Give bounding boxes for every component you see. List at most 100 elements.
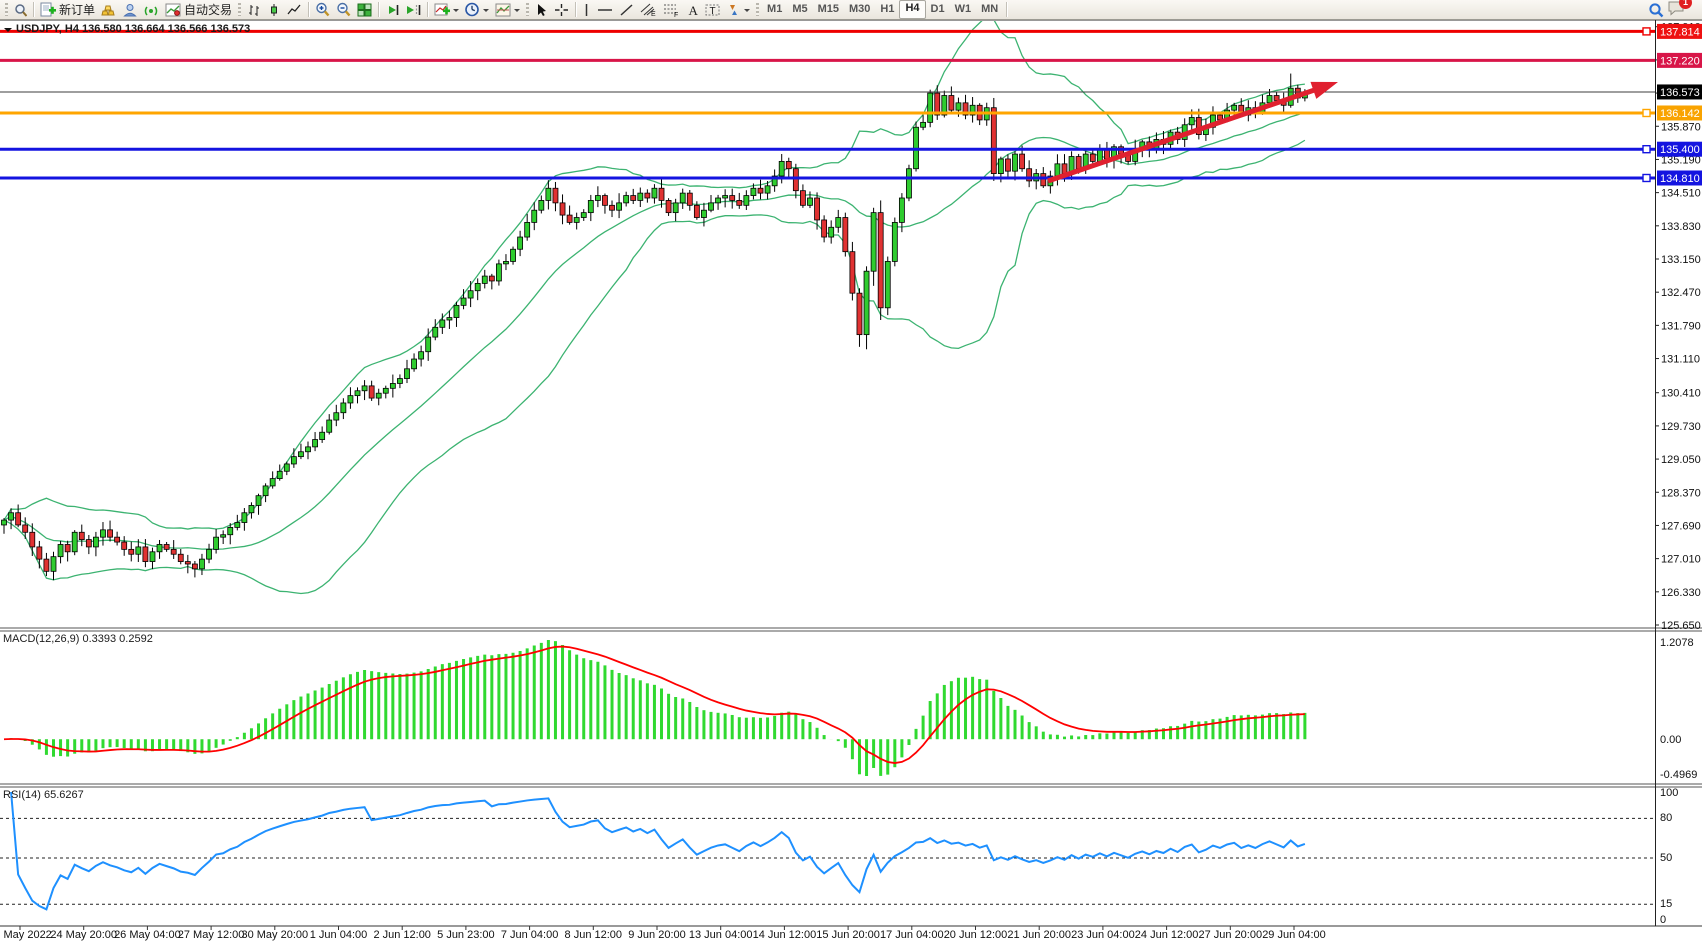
svg-text:132.470: 132.470 [1661,287,1701,299]
fibonacci-tool-icon[interactable]: F [660,1,683,19]
toolbar-grip[interactable] [5,3,8,16]
svg-text:80: 80 [1660,812,1672,824]
svg-text:127.010: 127.010 [1661,554,1701,566]
zoom-out-icon[interactable] [333,1,354,19]
timeframe-m30-button[interactable]: M30 [849,3,871,15]
svg-text:130.410: 130.410 [1661,388,1701,400]
toolbar-grip[interactable] [526,3,530,16]
crosshair-tool-icon[interactable] [551,1,572,19]
magnifier-icon[interactable] [11,1,30,19]
timeframe-h1-button[interactable]: H1 [880,3,895,15]
svg-text:24 Jun 12:00: 24 Jun 12:00 [1135,929,1199,941]
svg-text:24 May 20:00: 24 May 20:00 [50,929,117,941]
clock-icon [465,2,479,17]
equidistant-channel-tool-icon[interactable]: E [637,1,660,19]
periods-button[interactable] [462,1,492,19]
toolbar-separator [575,2,577,17]
svg-text:129.730: 129.730 [1661,421,1701,433]
arrows-tool-icon [730,4,738,15]
dropdown-caret-icon [453,8,460,15]
trendline-tool-icon[interactable] [616,1,637,19]
svg-text:134.510: 134.510 [1661,188,1701,200]
svg-text:15: 15 [1660,898,1672,910]
svg-text:134.810: 134.810 [1660,173,1700,185]
toolbar-grip[interactable] [238,3,242,16]
svg-text:T: T [710,6,716,17]
svg-text:20 Jun 12:00: 20 Jun 12:00 [944,929,1008,941]
svg-text:127.690: 127.690 [1661,520,1701,532]
signal-icon[interactable] [141,1,162,19]
svg-text:131.790: 131.790 [1661,320,1701,332]
svg-text:133.150: 133.150 [1661,254,1701,266]
auto-scroll-icon[interactable] [382,1,403,19]
svg-text:17 Jun 04:00: 17 Jun 04:00 [880,929,944,941]
svg-text:E: E [651,11,656,17]
svg-text:137.814: 137.814 [1660,26,1700,38]
chart-canvas[interactable]: 1.2078 0.00 -0.4969 100 80 50 15 0 125.650 126.33… [0,20,1702,943]
toolbar-separator [378,2,380,17]
svg-text:14 Jun 12:00: 14 Jun 12:00 [753,929,817,941]
contacts-icon[interactable] [120,1,141,19]
svg-text:A: A [689,3,699,17]
cursor-tool-icon[interactable] [532,1,551,19]
svg-text:131.110: 131.110 [1661,354,1700,366]
zoom-in-icon[interactable] [312,1,333,19]
timeframe-m15-button[interactable]: M15 [817,3,839,15]
svg-text:136.142: 136.142 [1660,108,1700,120]
svg-text:23 May 2022: 23 May 2022 [0,929,52,941]
autotrading-icon [165,3,181,16]
autotrading-button[interactable]: 自动交易 [162,1,235,19]
svg-text:27 Jun 20:00: 27 Jun 20:00 [1198,929,1262,941]
text-tool-icon[interactable]: A [683,1,702,19]
search-icon[interactable] [1645,1,1667,19]
notifications-button[interactable]: 1 [1667,0,1692,19]
timeframe-w1-button[interactable]: W1 [954,3,972,15]
svg-text:125.650: 125.650 [1661,620,1701,632]
arrows-tool-button[interactable] [724,1,753,19]
svg-text:0: 0 [1660,914,1666,926]
price-axis[interactable] [1655,20,1702,926]
svg-text:135.870: 135.870 [1661,121,1701,133]
new-order-label: 新订单 [59,3,96,17]
chart-window[interactable]: 1.2078 0.00 -0.4969 100 80 50 15 0 125.650 126.33… [0,20,1702,943]
notification-badge: 1 [1679,0,1692,9]
new-order-button[interactable]: 新订单 [37,1,98,19]
timeframe-h4-button[interactable]: H4 [899,0,926,19]
svg-text:100: 100 [1660,787,1678,799]
svg-text:15 Jun 20:00: 15 Jun 20:00 [816,929,880,941]
svg-text:8 Jun 12:00: 8 Jun 12:00 [565,929,623,941]
svg-text:136.573: 136.573 [1660,87,1700,99]
text-label-tool-icon[interactable]: T [702,1,724,19]
gold-bars-icon[interactable] [98,1,120,19]
svg-text:1 Jun 04:00: 1 Jun 04:00 [310,929,368,941]
chart-shift-icon[interactable] [403,1,424,19]
svg-text:126.330: 126.330 [1661,587,1701,599]
svg-text:135.190: 135.190 [1661,154,1701,166]
indicators-add-icon [434,3,451,15]
timeframe-m5-button[interactable]: M5 [792,3,808,15]
tile-windows-icon[interactable] [354,1,375,19]
svg-text:21 Jun 20:00: 21 Jun 20:00 [1007,929,1071,941]
toolbar-separator [427,2,429,17]
svg-text:29 Jun 04:00: 29 Jun 04:00 [1262,929,1326,941]
autotrading-label: 自动交易 [184,3,233,17]
svg-text:27 May 12:00: 27 May 12:00 [178,929,245,941]
candlestick-type-icon[interactable] [265,1,284,19]
toolbar-grip[interactable] [756,3,760,16]
vertical-line-tool-icon[interactable] [579,1,594,19]
timeframe-mn-button[interactable]: MN [981,3,999,15]
line-chart-type-icon[interactable] [284,1,305,19]
bar-chart-type-icon[interactable] [244,1,265,19]
time-axis[interactable] [0,926,1655,943]
svg-text:50: 50 [1660,852,1672,864]
svg-text:30 May 20:00: 30 May 20:00 [241,929,308,941]
timeframe-m1-button[interactable]: M1 [767,3,783,15]
svg-text:137.220: 137.220 [1660,55,1700,67]
horizontal-line-tool-icon[interactable] [594,1,616,19]
svg-text:128.370: 128.370 [1661,487,1701,499]
svg-text:F: F [674,12,678,17]
templates-button[interactable] [492,1,523,19]
timeframe-d1-button[interactable]: D1 [930,3,945,15]
indicators-add-button[interactable] [431,1,462,19]
